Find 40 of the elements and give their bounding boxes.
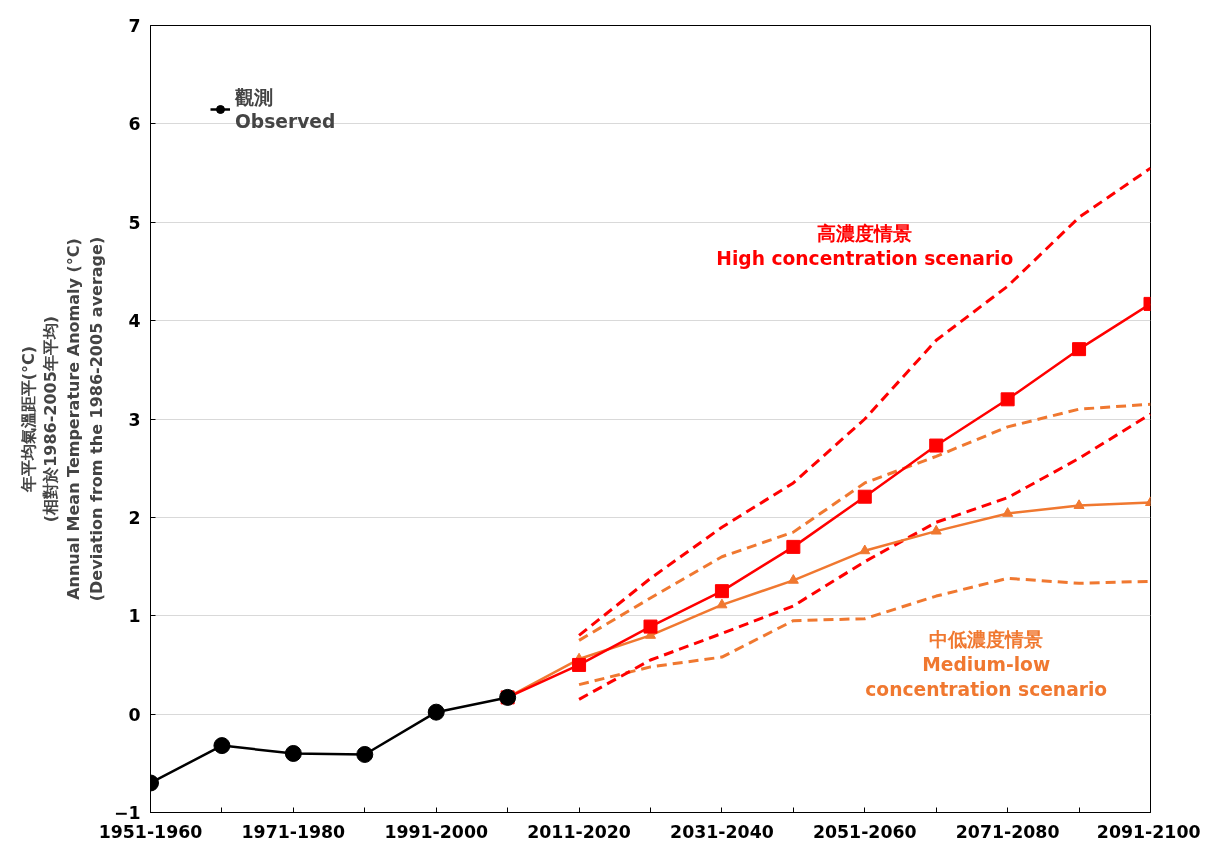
- x-tick-label: 2011-2020: [527, 821, 631, 842]
- text: 高濃度情景 High concentration scenario: [716, 223, 1014, 270]
- y-tick-label: 5: [128, 212, 141, 233]
- y-tick-label: −1: [113, 803, 141, 823]
- legend-label: 觀測 Observed: [235, 86, 336, 132]
- point: [284, 744, 302, 762]
- point: [714, 584, 729, 599]
- y-tick-label: 4: [128, 311, 141, 332]
- point: [787, 574, 799, 584]
- y-tick-label: 7: [128, 16, 141, 36]
- point: [427, 703, 445, 721]
- point: [930, 524, 942, 535]
- x-tick-label: 1951-1960: [98, 821, 203, 842]
- point: [572, 657, 587, 672]
- line-series: [577, 412, 1151, 701]
- point: [356, 745, 374, 763]
- y-axis-title: 年平均氣溫距平(°C) (相對於1986-2005年平均) Annual Mean Temperature Anomaly (°C) (Deviation from the 1986-2005 average): [18, 236, 106, 602]
- x-tick-label: 1991-2000: [384, 821, 489, 842]
- point: [1002, 507, 1014, 517]
- x-tick-label: 2031-2040: [670, 821, 774, 842]
- point: [1072, 342, 1087, 357]
- point: [1073, 499, 1085, 509]
- point: [929, 438, 944, 453]
- y-tick-label: 0: [128, 704, 141, 725]
- x-tick-label: 1971-1980: [241, 821, 346, 842]
- point: [1000, 392, 1015, 407]
- point: [857, 489, 872, 504]
- point: [213, 737, 231, 755]
- point: [859, 544, 871, 555]
- y-tick-label: 2: [128, 507, 141, 528]
- text: 中低濃度情景 Medium-low concentration scenario: [865, 628, 1108, 700]
- point: [643, 619, 658, 634]
- point: [786, 539, 801, 554]
- x-tick-label: 2071-2080: [955, 821, 1060, 842]
- y-tick-label: 6: [128, 114, 141, 135]
- y-tick-label: 3: [128, 409, 141, 430]
- x-tick-label: 2091-2100: [1096, 821, 1201, 842]
- x-tick-label: 2051-2060: [812, 821, 917, 842]
- point: [716, 598, 728, 609]
- y-tick-label: 1: [128, 606, 141, 627]
